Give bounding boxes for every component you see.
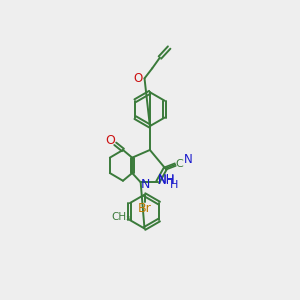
Text: O: O xyxy=(134,72,143,85)
Text: N: N xyxy=(184,154,193,166)
Text: NH: NH xyxy=(158,174,175,187)
Text: O: O xyxy=(106,134,116,147)
Text: H: H xyxy=(170,180,179,190)
Text: C: C xyxy=(175,159,183,169)
Text: NH: NH xyxy=(158,173,175,187)
Text: Br: Br xyxy=(138,202,152,215)
Text: CH₃: CH₃ xyxy=(111,212,130,222)
Text: N: N xyxy=(141,178,150,191)
